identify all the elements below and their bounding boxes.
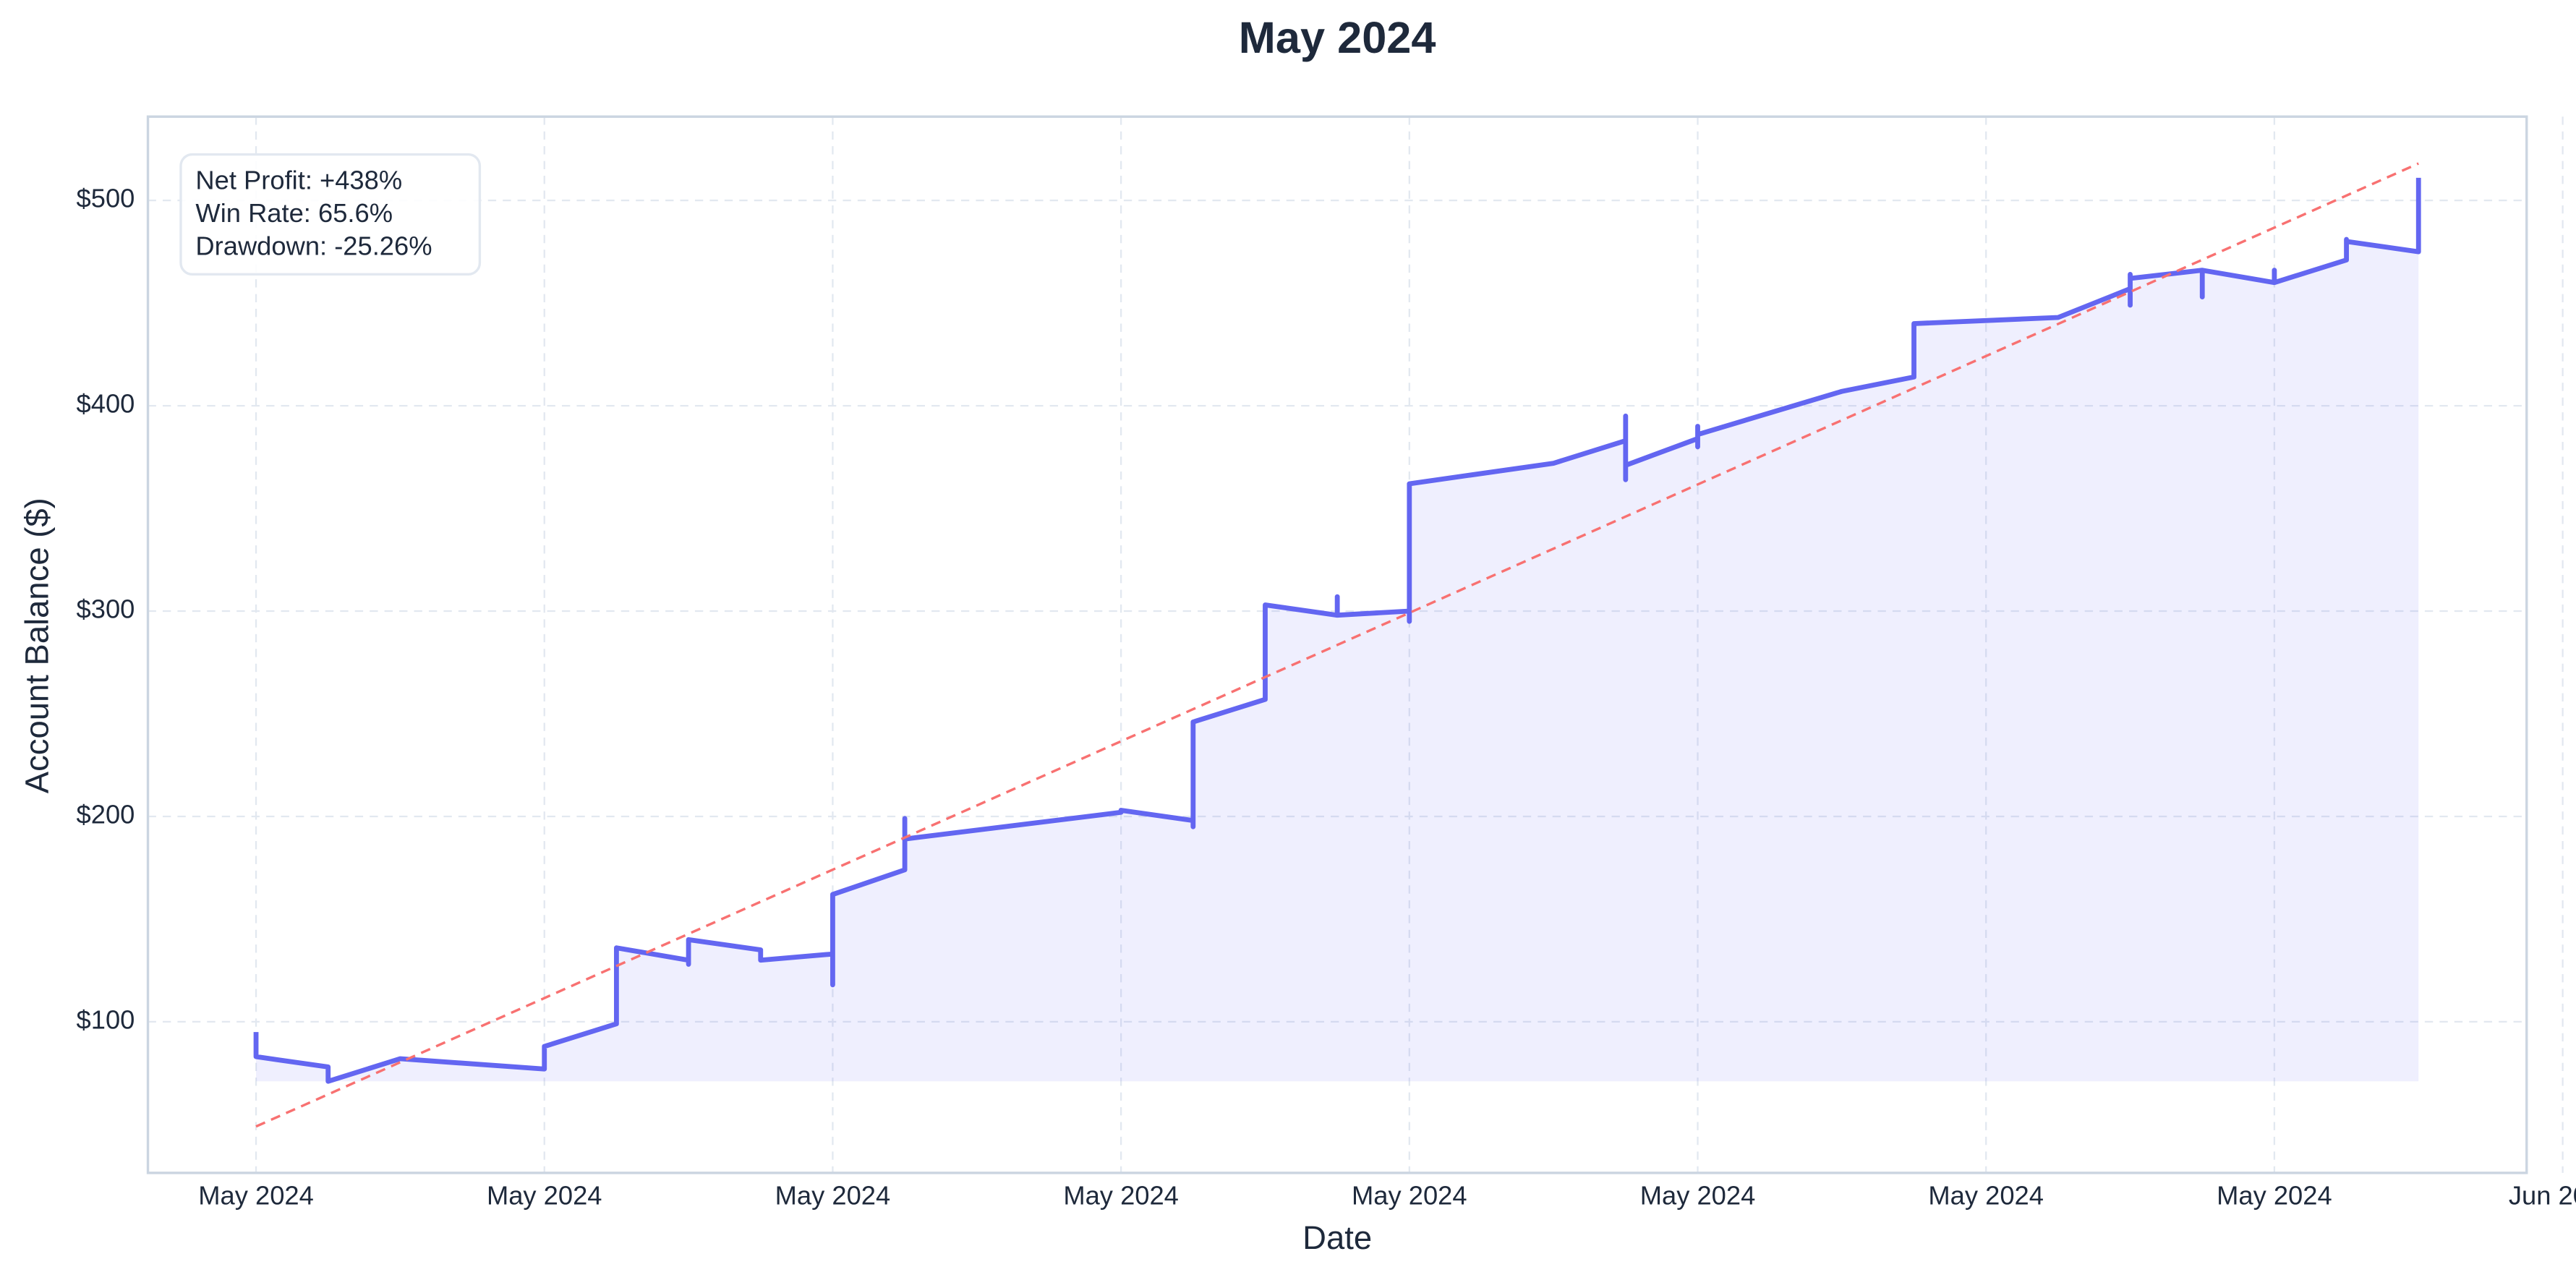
y-tick-label: $200 (77, 800, 135, 829)
trend-line (255, 162, 2419, 1128)
stats-text: Win Rate: 65.6% (195, 198, 393, 228)
stats-box: Net Profit: +438% Win Rate: 65.6%Drawdown… (179, 153, 482, 276)
stats-text: Drawdown: -25.26% (195, 231, 432, 261)
y-axis-label: Account Balance ($) (19, 498, 56, 793)
stats-text: Net Profit: +438% (195, 166, 402, 195)
x-tick-label: Jun 2024 (2509, 1181, 2576, 1211)
x-tick-label: May 2024 (1928, 1181, 2044, 1211)
x-tick-label: May 2024 (1640, 1181, 1756, 1211)
x-axis-label: Date (1302, 1219, 1372, 1256)
y-tick-label: $100 (77, 1005, 135, 1035)
x-tick-label: May 2024 (775, 1181, 891, 1211)
stats-box-frame (179, 153, 482, 276)
x-tick-label: May 2024 (1352, 1181, 1467, 1211)
y-tick-label: $400 (77, 389, 135, 419)
x-tick-label: May 2024 (487, 1181, 602, 1211)
x-tick-label: May 2024 (198, 1181, 314, 1211)
x-tick-label: May 2024 (2217, 1181, 2332, 1211)
plot-frame (146, 115, 2528, 1174)
x-tick-label: May 2024 (1063, 1181, 1179, 1211)
chart-title: May 2024 (1239, 12, 1436, 62)
y-tick-label: $300 (77, 594, 135, 624)
balance-line (253, 177, 2421, 1084)
y-tick-label: $500 (77, 184, 135, 213)
